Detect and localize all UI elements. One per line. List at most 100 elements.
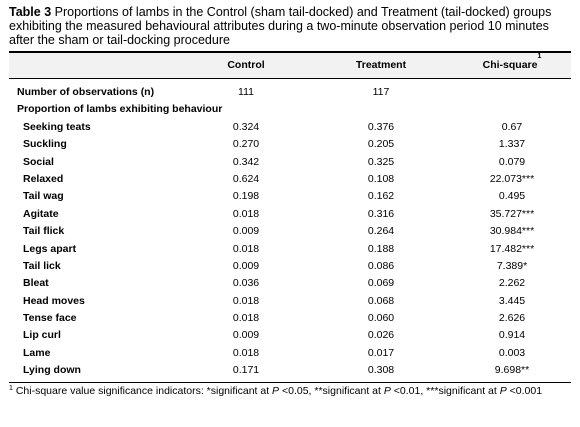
- behaviour-label: Agitate: [23, 207, 59, 220]
- control-value: 0.036: [232, 277, 260, 290]
- table-caption: Table 3 Proportions of lambs in the Cont…: [9, 5, 571, 47]
- table-row: Tail lick 0.009 0.086 7.389*: [9, 258, 571, 275]
- footnote-p1: P: [272, 384, 280, 397]
- footnote-text: Chi-square value significance indicators…: [12, 384, 273, 397]
- table-row: Agitate 0.018 0.316 35.727***: [9, 206, 571, 223]
- chi-square-value: 30.984***: [489, 225, 535, 238]
- footnote-mark: 1: [9, 384, 13, 392]
- chi-square-value: 35.727***: [489, 207, 535, 220]
- table-row: Head moves 0.018 0.068 3.445: [9, 293, 571, 310]
- treatment-value: 0.069: [367, 277, 395, 290]
- table-row: Legs apart 0.018 0.188 17.482***: [9, 241, 571, 258]
- table-row: Bleat 0.036 0.069 2.262: [9, 275, 571, 292]
- control-value: 0.018: [232, 242, 260, 255]
- treatment-value: 0.108: [367, 172, 395, 185]
- table-row: Social 0.342 0.325 0.079: [9, 154, 571, 171]
- header-treatment: Treatment: [355, 59, 407, 71]
- chi-square-value: 0.079: [498, 155, 526, 168]
- treatment-value: 0.316: [367, 207, 395, 220]
- control-value: 0.171: [232, 364, 260, 377]
- chi-square-value: 9.698**: [494, 364, 530, 377]
- control-value: 0.009: [232, 259, 260, 272]
- control-value: 0.342: [232, 155, 260, 168]
- chi-square-value: 0.67: [501, 120, 523, 133]
- table-row: Relaxed 0.624 0.108 22.073***: [9, 171, 571, 188]
- observations-row: Number of observations (n) 111 117: [9, 84, 571, 101]
- table-body: Seeking teats 0.324 0.376 0.67 Suckling 0.270…: [9, 119, 571, 380]
- treatment-value: 0.325: [367, 155, 395, 168]
- chi-square-value: 2.626: [498, 312, 526, 325]
- table-row: Seeking teats 0.324 0.376 0.67: [9, 119, 571, 136]
- behaviour-label: Tense face: [23, 312, 77, 325]
- behaviour-label: Legs apart: [23, 242, 77, 255]
- behaviour-label: Lying down: [23, 364, 81, 377]
- treatment-value: 0.086: [367, 259, 395, 272]
- behaviour-label: Seeking teats: [23, 120, 91, 133]
- section-row: Proportion of lambs exhibiting behaviour: [9, 101, 571, 118]
- chi-square-value: 1.337: [498, 138, 526, 151]
- behaviour-label: Head moves: [23, 294, 85, 307]
- behaviour-label: Lip curl: [23, 329, 61, 342]
- behaviour-label: Lame: [23, 346, 51, 359]
- top-rule: [9, 51, 571, 53]
- data-table: Control Treatment Chi-square1 Number of …: [9, 53, 571, 380]
- behaviour-label: Tail lick: [23, 259, 61, 272]
- chi-square-value: 17.482***: [489, 242, 535, 255]
- chi-square-value: 0.003: [498, 346, 526, 359]
- chi-square-value: 2.262: [498, 277, 526, 290]
- header-control: Control: [227, 59, 265, 71]
- table-caption-label: Table 3: [9, 5, 52, 19]
- observations-control: 111: [238, 86, 254, 98]
- treatment-value: 0.162: [367, 190, 395, 203]
- chi-square-value: 7.389*: [496, 259, 528, 272]
- control-value: 0.018: [232, 346, 260, 359]
- bottom-rule: [9, 381, 571, 383]
- observations-label: Number of observations (n): [17, 86, 155, 98]
- treatment-value: 0.308: [367, 364, 395, 377]
- header-chi-label: Chi-square: [482, 59, 538, 71]
- treatment-value: 0.376: [367, 120, 395, 133]
- control-value: 0.324: [232, 120, 260, 133]
- behaviour-label: Bleat: [23, 277, 49, 290]
- chi-square-value: 0.495: [498, 190, 526, 203]
- treatment-value: 0.205: [367, 138, 395, 151]
- behaviour-label: Suckling: [23, 138, 67, 151]
- observations-treatment: 117: [372, 86, 390, 98]
- chi-square-value: 3.445: [498, 294, 526, 307]
- behaviour-label: Social: [23, 155, 54, 168]
- footnote-t3: <0.001: [506, 384, 543, 397]
- chi-square-value: 22.073***: [489, 172, 535, 185]
- control-value: 0.009: [232, 329, 260, 342]
- header-chi-square: Chi-square1: [462, 53, 562, 78]
- behaviour-label: Tail wag: [23, 190, 64, 203]
- control-value: 0.009: [232, 225, 260, 238]
- control-value: 0.018: [232, 207, 260, 220]
- table-caption-text: Proportions of lambs in the Control (sha…: [9, 5, 552, 47]
- control-value: 0.624: [232, 172, 260, 185]
- footnote-t2: <0.01, ***significant at: [390, 384, 500, 397]
- control-value: 0.018: [232, 294, 260, 307]
- table-row: Lame 0.018 0.017 0.003: [9, 345, 571, 362]
- header-chi-footnote-mark: 1: [537, 53, 542, 60]
- control-value: 0.198: [232, 190, 260, 203]
- table-row: Lying down 0.171 0.308 9.698**: [9, 362, 571, 379]
- footnote-t1: <0.05, **significant at: [279, 384, 384, 397]
- table-document: Table 3 Proportions of lambs in the Cont…: [9, 5, 571, 397]
- table-row: Lip curl 0.009 0.026 0.914: [9, 327, 571, 344]
- treatment-value: 0.026: [367, 329, 395, 342]
- control-value: 0.018: [232, 312, 260, 325]
- footnote-p3: P: [499, 384, 507, 397]
- treatment-value: 0.068: [367, 294, 395, 307]
- table-row: Suckling 0.270 0.205 1.337: [9, 136, 571, 153]
- treatment-value: 0.017: [367, 346, 395, 359]
- behaviour-label: Tail flick: [23, 225, 65, 238]
- section-label: Proportion of lambs exhibiting behaviour: [17, 103, 223, 116]
- table-row: Tail flick 0.009 0.264 30.984***: [9, 223, 571, 240]
- treatment-value: 0.188: [367, 242, 395, 255]
- footnote-p2: P: [383, 384, 391, 397]
- header-rule: [9, 78, 571, 79]
- control-value: 0.270: [232, 138, 260, 151]
- behaviour-label: Relaxed: [23, 172, 64, 185]
- table-row: Tail wag 0.198 0.162 0.495: [9, 188, 571, 205]
- table-row: Tense face 0.018 0.060 2.626: [9, 310, 571, 327]
